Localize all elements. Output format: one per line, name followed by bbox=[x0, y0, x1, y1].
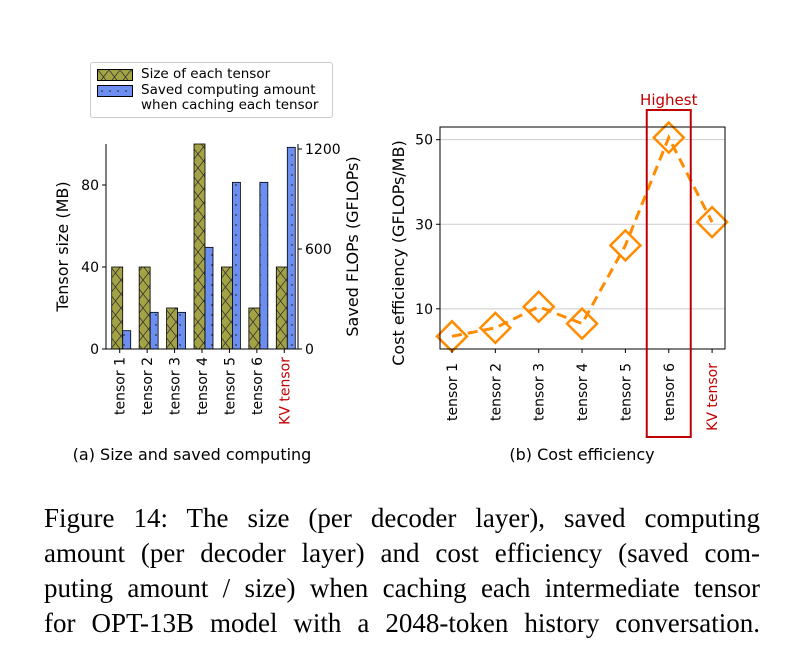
y-axis-label: Tensor size (MB) bbox=[53, 181, 72, 312]
caption-line: for OPT-13B model with a 2048-token hist… bbox=[44, 608, 760, 638]
y2-tick-label: 0 bbox=[305, 342, 314, 358]
y-tick-label: 30 bbox=[415, 217, 433, 233]
x-tick-label: tensor 5 bbox=[618, 363, 634, 421]
bar-hatch bbox=[177, 311, 186, 350]
x-tick-label: tensor 4 bbox=[195, 357, 211, 415]
y-tick-label: 0 bbox=[90, 342, 99, 358]
y2-tick-label: 600 bbox=[305, 242, 332, 258]
legend-label: Saved computing amount when caching each… bbox=[141, 82, 319, 113]
bar-hatch bbox=[138, 266, 151, 350]
y-tick-label: 50 bbox=[415, 133, 433, 149]
bar-hatch bbox=[232, 181, 241, 350]
plot-frame bbox=[439, 126, 726, 350]
highlight-box bbox=[645, 109, 692, 438]
marker bbox=[695, 205, 729, 239]
x-tick-label: KV tensor bbox=[277, 357, 293, 425]
x-tick-label: tensor 1 bbox=[113, 357, 129, 415]
marker bbox=[565, 306, 599, 341]
bar-hatch bbox=[111, 266, 124, 350]
y-axis-label: Cost efficiency (GFLOPs/MB) bbox=[389, 140, 408, 365]
y-tick-label: 40 bbox=[81, 260, 99, 276]
legend-swatch bbox=[97, 85, 133, 97]
marker bbox=[651, 120, 686, 155]
x-tick-label: tensor 1 bbox=[445, 363, 461, 421]
legend: Size of each tensor Saved computing amoun… bbox=[90, 62, 333, 118]
marker bbox=[608, 228, 643, 263]
x-tick-label: tensor 5 bbox=[222, 357, 238, 415]
x-tick-label: tensor 4 bbox=[575, 363, 591, 421]
x-tick-label: tensor 2 bbox=[140, 357, 156, 415]
bar-hatch bbox=[248, 307, 261, 350]
bar-hatch bbox=[166, 307, 178, 350]
subplot-title: (a) Size and saved computing bbox=[73, 445, 312, 464]
x-tick-label: tensor 6 bbox=[250, 357, 266, 415]
y-tick-label: 10 bbox=[415, 302, 433, 318]
bar-hatch bbox=[275, 266, 288, 350]
x-tick-label: tensor 6 bbox=[662, 363, 678, 421]
annotation: Highest bbox=[640, 91, 698, 109]
subplot-title: (b) Cost efficiency bbox=[509, 445, 654, 464]
x-tick-label: KV tensor bbox=[705, 363, 721, 431]
y2-axis-label: Saved FLOPs (GFLOPs) bbox=[343, 156, 362, 336]
x-tick-label: tensor 3 bbox=[168, 357, 184, 415]
y-tick-label: 80 bbox=[81, 178, 99, 194]
legend-item: Saved computing amount when caching each… bbox=[97, 83, 326, 113]
line bbox=[451, 133, 714, 338]
bar-hatch bbox=[286, 146, 296, 350]
legend-item: Size of each tensor bbox=[97, 67, 326, 82]
caption-line: amount (per decoder layer) and cost effi… bbox=[44, 538, 760, 568]
bar-hatch bbox=[204, 246, 214, 350]
legend-label: Size of each tensor bbox=[141, 66, 271, 82]
marker bbox=[478, 311, 513, 345]
caption-line: puting amount / size) when caching each … bbox=[44, 573, 760, 603]
x-tick-label: tensor 2 bbox=[488, 363, 504, 421]
bar-hatch bbox=[259, 181, 269, 350]
bar-hatch bbox=[149, 311, 159, 350]
caption-line: Figure 14: The size (per decoder layer),… bbox=[44, 503, 760, 533]
bar-hatch bbox=[122, 330, 132, 350]
marker bbox=[521, 289, 556, 324]
y2-tick-label: 1200 bbox=[305, 142, 341, 158]
bar-hatch bbox=[221, 266, 233, 350]
x-tick-label: tensor 3 bbox=[532, 363, 548, 421]
bar-hatch bbox=[193, 143, 206, 350]
legend-swatch bbox=[97, 69, 133, 81]
